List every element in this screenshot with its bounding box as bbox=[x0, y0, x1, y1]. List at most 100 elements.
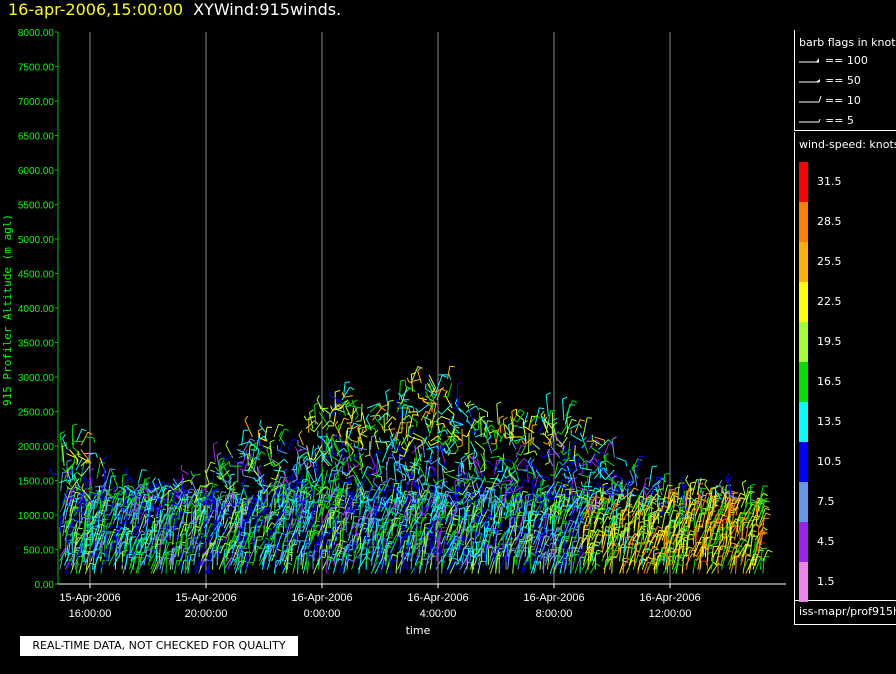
wind-barb bbox=[529, 501, 534, 520]
wind-barb-flag bbox=[373, 477, 375, 483]
wind-barb bbox=[438, 424, 445, 442]
wind-barb-flag bbox=[222, 455, 227, 461]
wind-barb bbox=[519, 491, 524, 504]
wind-barb-flag bbox=[466, 417, 469, 423]
wind-barb bbox=[296, 540, 301, 554]
wind-barb-flag bbox=[127, 514, 133, 516]
wind-barb bbox=[466, 403, 475, 407]
wind-barb-flag bbox=[349, 386, 355, 391]
wind-barb bbox=[399, 552, 404, 574]
wind-barb bbox=[472, 482, 477, 496]
wind-barb bbox=[342, 522, 345, 537]
wind-barb bbox=[85, 498, 95, 504]
wind-barb bbox=[532, 513, 537, 529]
wind-barb bbox=[223, 495, 227, 508]
wind-barb bbox=[205, 461, 212, 475]
wind-barb-flag bbox=[396, 431, 403, 434]
wind-barb bbox=[413, 480, 421, 500]
wind-barb-flag bbox=[308, 541, 314, 544]
wind-barb bbox=[370, 451, 378, 467]
wind-barb bbox=[520, 445, 527, 456]
wind-barb bbox=[366, 494, 370, 509]
wind-barb bbox=[587, 547, 590, 570]
wind-barb bbox=[365, 546, 370, 566]
wind-barb bbox=[483, 529, 489, 545]
wind-barb bbox=[524, 540, 527, 558]
wind-barb-flag bbox=[242, 504, 248, 508]
wind-barb-flag bbox=[534, 519, 540, 521]
wind-barb bbox=[105, 531, 112, 549]
wind-barb-flag bbox=[82, 467, 87, 472]
wind-barb bbox=[246, 457, 252, 469]
wind-barb bbox=[315, 469, 324, 488]
wind-barb bbox=[490, 501, 494, 516]
wind-barb bbox=[539, 499, 542, 513]
wind-barb bbox=[483, 420, 488, 438]
wind-barb bbox=[428, 541, 432, 562]
wind-barb-flag bbox=[439, 485, 445, 489]
wind-barb bbox=[572, 490, 578, 504]
wind-barb bbox=[302, 530, 309, 549]
wind-barb bbox=[163, 541, 170, 558]
wind-barb bbox=[508, 493, 516, 512]
wind-barb bbox=[139, 494, 145, 508]
wind-barb bbox=[342, 453, 353, 465]
wind-barb-flag bbox=[482, 442, 488, 445]
wind-barb-flag bbox=[566, 415, 572, 419]
wind-barb bbox=[332, 543, 339, 554]
wind-barb bbox=[532, 532, 540, 545]
wind-barb bbox=[120, 498, 126, 517]
wind-barb bbox=[71, 546, 79, 558]
wind-barb-flag bbox=[325, 531, 331, 534]
wind-barb bbox=[266, 554, 272, 570]
wind-barb bbox=[460, 477, 473, 481]
wind-barb bbox=[464, 550, 471, 562]
wind-barb bbox=[75, 457, 83, 471]
wind-barb-flag bbox=[463, 401, 467, 407]
wind-barb bbox=[137, 558, 140, 574]
wind-barb bbox=[601, 534, 607, 554]
wind-barb bbox=[222, 549, 226, 566]
wind-barb bbox=[400, 490, 406, 504]
wind-barb bbox=[108, 503, 118, 516]
wind-barb bbox=[385, 416, 393, 425]
wind-barb bbox=[435, 477, 446, 484]
wind-barb bbox=[505, 498, 510, 516]
wind-barb-flag bbox=[523, 452, 529, 455]
wind-barb bbox=[581, 556, 590, 570]
wind-barb bbox=[405, 385, 416, 392]
wind-barb bbox=[438, 462, 448, 471]
wind-barb bbox=[493, 460, 498, 475]
wind-barb-flag bbox=[441, 443, 447, 448]
wind-barb bbox=[358, 554, 363, 574]
wind-barb-flag bbox=[73, 513, 79, 516]
wind-barb-flag bbox=[573, 453, 578, 458]
wind-barb bbox=[493, 490, 497, 505]
wind-barb-flag bbox=[496, 462, 500, 468]
wind-barb bbox=[198, 538, 207, 554]
wind-barb bbox=[94, 547, 100, 562]
wind-barb bbox=[349, 498, 354, 512]
wind-barb bbox=[404, 490, 411, 504]
wind-barb bbox=[320, 407, 329, 410]
wind-barb bbox=[306, 415, 316, 421]
wind-barb bbox=[205, 498, 219, 506]
wind-barb bbox=[311, 501, 316, 516]
wind-barb bbox=[172, 518, 175, 537]
wind-barb bbox=[329, 395, 340, 401]
wind-barb bbox=[169, 526, 172, 541]
wind-barb bbox=[351, 488, 360, 504]
wind-barb bbox=[452, 420, 464, 426]
wind-barb bbox=[516, 432, 527, 445]
wind-barb-flag bbox=[127, 556, 133, 559]
wind-barb bbox=[503, 486, 510, 501]
wind-barb bbox=[324, 444, 333, 456]
wind-barb bbox=[633, 467, 638, 487]
wind-barb-flag bbox=[59, 431, 65, 435]
wind-barb bbox=[531, 495, 535, 512]
wind-barb bbox=[441, 536, 447, 554]
wind-barb bbox=[341, 546, 346, 562]
wind-barb bbox=[450, 507, 458, 521]
wind-barb bbox=[96, 491, 99, 508]
wind-barb bbox=[495, 428, 500, 444]
